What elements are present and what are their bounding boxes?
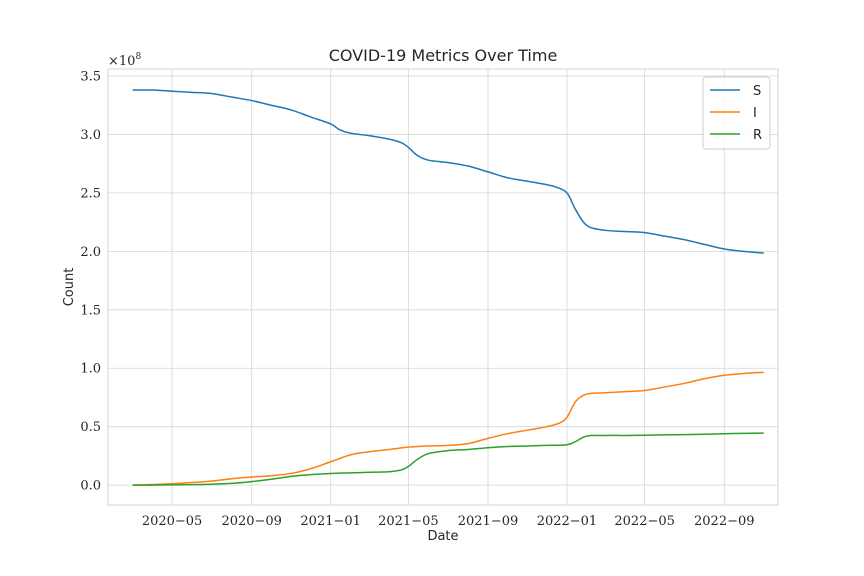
x-axis-ticks: 2020−05 2020−09 2021−01 2021−05 2021−09 2022−… — [142, 514, 755, 529]
x-tick-label: 2022−01 — [537, 514, 598, 529]
chart-title: COVID-19 Metrics Over Time — [329, 46, 558, 65]
y-axis-ticks: 0.0 0.5 1.0 1.5 2.0 2.5 3.0 3.5 — [80, 70, 101, 494]
y-tick-label: 3.5 — [80, 70, 101, 85]
y-tick-label: 2.5 — [80, 186, 101, 201]
y-tick-label: 1.0 — [80, 362, 101, 377]
plot-frame — [107, 68, 779, 506]
y-offset-exponent: 8 — [135, 52, 141, 62]
x-tick-label: 2020−05 — [142, 514, 203, 529]
plot-background — [108, 69, 778, 505]
series-line-s — [132, 89, 764, 254]
x-tick-label: 2022−09 — [694, 514, 755, 529]
series-line-i — [132, 371, 764, 486]
x-axis-label: Date — [427, 529, 458, 544]
y-offset-base: ×10 — [108, 54, 135, 69]
y-tick-label: 0.5 — [80, 420, 101, 435]
legend-frame — [702, 76, 771, 150]
y-axis-label: Count — [62, 268, 77, 307]
y-offset-label: ×108 — [108, 52, 141, 69]
x-tick-label: 2020−09 — [221, 514, 282, 529]
x-tick-label: 2021−01 — [300, 514, 361, 529]
y-tick-label: 3.0 — [80, 128, 101, 143]
legend-label-r: R — [753, 128, 762, 143]
x-tick-label: 2021−09 — [458, 514, 519, 529]
legend-label-i: I — [753, 106, 757, 121]
x-tick-label: 2021−05 — [378, 514, 439, 529]
legend: SIR — [702, 76, 771, 150]
series-layer — [132, 89, 764, 486]
y-tick-label: 1.5 — [80, 303, 101, 318]
x-tick-label: 2022−05 — [614, 514, 675, 529]
series-line-r — [132, 432, 764, 486]
legend-label-s: S — [753, 84, 761, 99]
y-tick-label: 2.0 — [80, 245, 101, 260]
y-tick-label: 0.0 — [80, 479, 101, 494]
